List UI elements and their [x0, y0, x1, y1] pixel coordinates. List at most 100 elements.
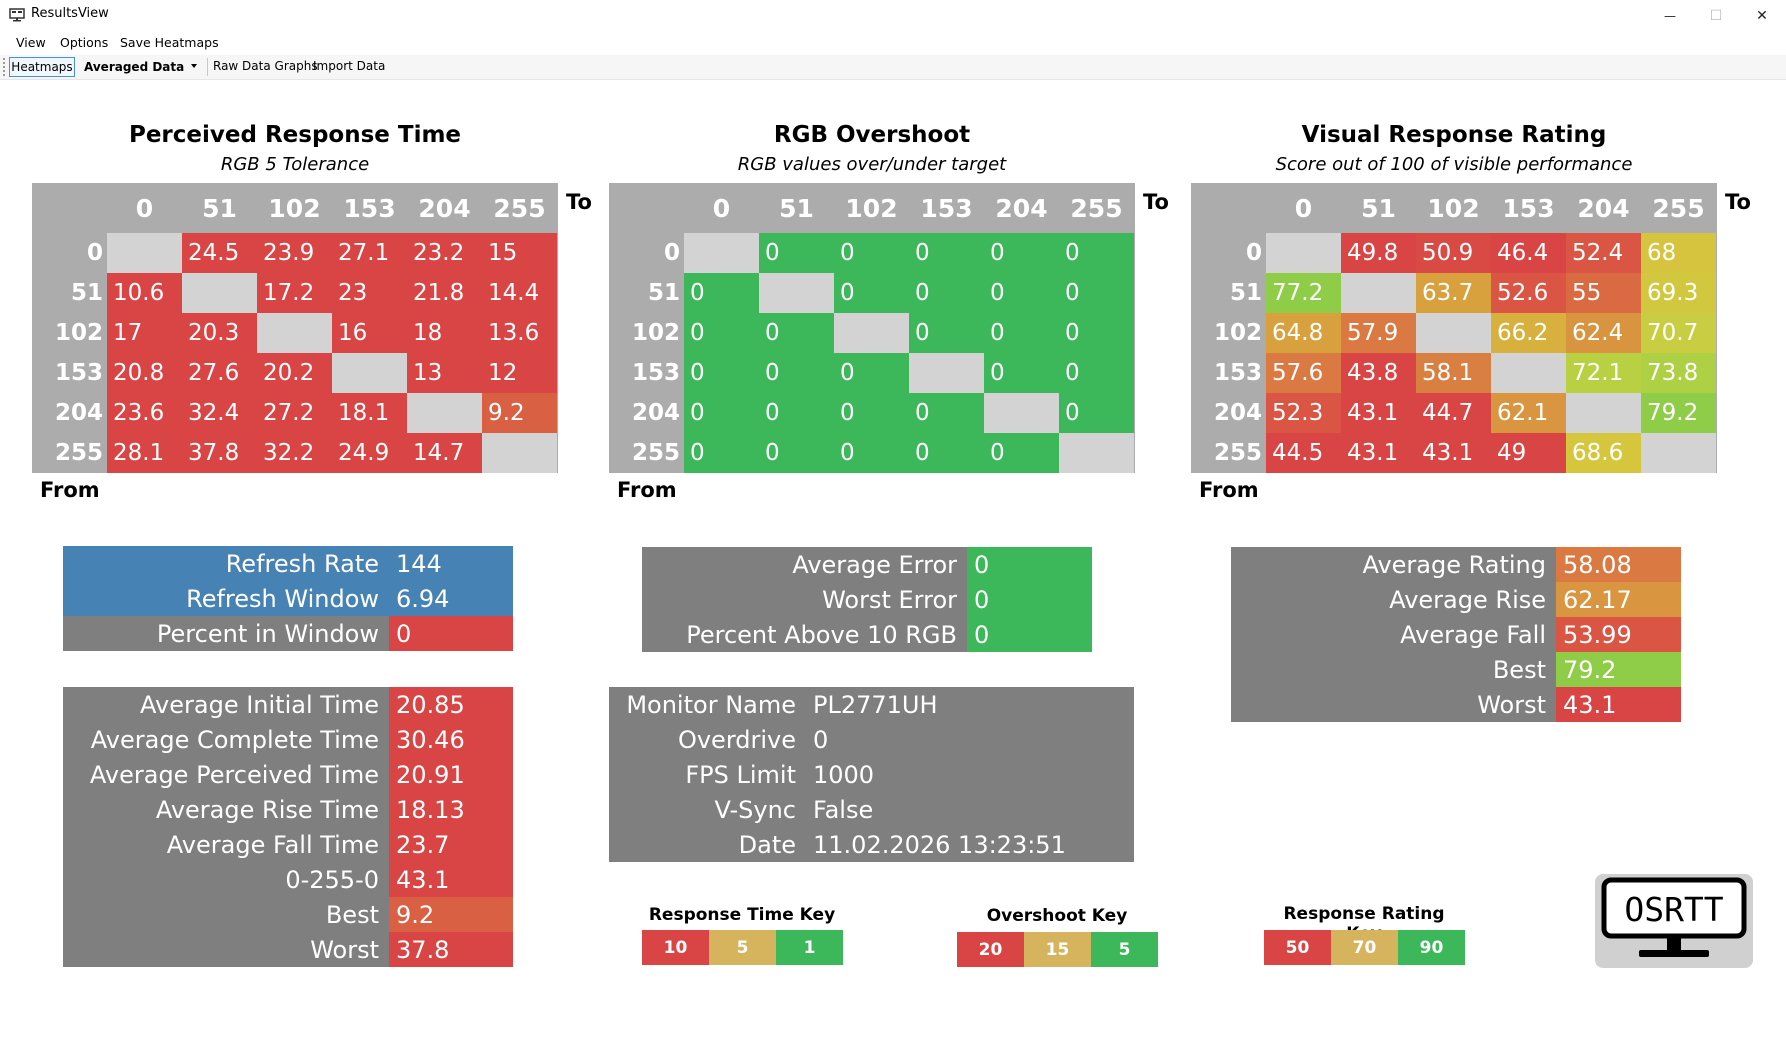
stat-value: 23.7 — [389, 827, 513, 862]
stat-value: PL2771UH — [806, 687, 1134, 722]
stat-value: 9.2 — [389, 897, 513, 932]
heatmap-cell — [984, 393, 1059, 433]
heatmap-cell: 14.7 — [407, 433, 482, 473]
heatmap-cell: 0 — [684, 273, 759, 313]
heatmap-title: RGB Overshoot — [773, 122, 971, 148]
heatmap-row-header: 204 — [631, 400, 680, 426]
raw-data-graphs-button[interactable]: Raw Data Graphs — [213, 59, 318, 73]
heatmap-cell: 63.7 — [1416, 273, 1491, 313]
heatmap-cell: 0 — [1059, 353, 1134, 393]
stat-value: 30.46 — [389, 722, 513, 757]
stat-label: Overdrive — [609, 722, 806, 757]
stat-value: 6.94 — [389, 581, 513, 616]
stat-label: Average Fall — [1231, 617, 1556, 652]
stat-label: Average Initial Time — [63, 687, 389, 722]
heatmap-column-header: 153 — [343, 193, 396, 223]
heatmap-cell — [1059, 433, 1134, 473]
menu-bar — [0, 31, 1786, 55]
heatmap-cell: 0 — [909, 233, 984, 273]
heatmap-cell: 73.8 — [1641, 353, 1716, 393]
stat-label: Best — [1231, 652, 1556, 687]
heatmap-cell: 23 — [332, 273, 407, 313]
heatmap-column-header: 51 — [779, 193, 814, 223]
key-title: Overshoot Key — [986, 906, 1128, 926]
heatmap-row-header: 255 — [54, 440, 103, 466]
heatmap-cell: 0 — [909, 433, 984, 473]
heatmap-column-header: 102 — [1427, 193, 1480, 223]
heatmap-row-header: 0 — [663, 240, 680, 266]
heatmap-column-header: 51 — [1361, 193, 1396, 223]
heatmap-cell: 20.2 — [257, 353, 332, 393]
import-data-button[interactable]: Import Data — [313, 59, 386, 73]
heatmap-cell — [1341, 273, 1416, 313]
heatmap-cell — [182, 273, 257, 313]
stat-label: FPS Limit — [609, 757, 806, 792]
heatmap-column-header: 204 — [1577, 193, 1630, 223]
heatmap-cell: 32.2 — [257, 433, 332, 473]
heatmap-cell: 43.8 — [1341, 353, 1416, 393]
heatmap-column-header: 204 — [995, 193, 1048, 223]
close-button[interactable]: ✕ — [1739, 0, 1785, 31]
heatmap-cell: 46.4 — [1491, 233, 1566, 273]
heatmap-cell: 58.1 — [1416, 353, 1491, 393]
heatmap-cell: 52.6 — [1491, 273, 1566, 313]
menu-options[interactable]: Options — [60, 35, 109, 50]
heatmap-cell: 0 — [834, 393, 909, 433]
heatmap-cell: 0 — [984, 433, 1059, 473]
stat-value: 58.08 — [1556, 547, 1681, 582]
heatmap-column-header: 102 — [845, 193, 898, 223]
heatmap-cell: 44.7 — [1416, 393, 1491, 433]
stat-label: V-Sync — [609, 792, 806, 827]
heatmap-cell: 44.5 — [1266, 433, 1341, 473]
heatmap-subtitle: RGB 5 Tolerance — [220, 154, 370, 175]
stat-label: Average Rise Time — [63, 792, 389, 827]
heatmap-cell: 57.6 — [1266, 353, 1341, 393]
menu-view[interactable]: View — [16, 35, 46, 50]
heatmap-cell: 17 — [107, 313, 182, 353]
heatmap-cell: 0 — [834, 233, 909, 273]
heatmap-cell: 24.5 — [182, 233, 257, 273]
heatmap-cell — [407, 393, 482, 433]
minimize-button[interactable]: — — [1647, 0, 1693, 31]
heatmap-cell — [834, 313, 909, 353]
heatmap-to-label: To — [1143, 190, 1169, 214]
heatmap-cell: 0 — [759, 233, 834, 273]
maximize-button[interactable]: ☐ — [1693, 0, 1739, 31]
heatmap-cell: 68 — [1641, 233, 1716, 273]
stat-value: 79.2 — [1556, 652, 1681, 687]
heatmap-cell: 62.4 — [1566, 313, 1641, 353]
view-select[interactable]: Averaged Data — [79, 57, 201, 77]
stat-label: Worst — [63, 932, 389, 967]
stat-label: Average Perceived Time — [63, 757, 389, 792]
heatmap-cell: 0 — [1059, 233, 1134, 273]
heatmap-row-header: 153 — [54, 360, 103, 386]
heatmap-cell: 20.8 — [107, 353, 182, 393]
heatmap-cell — [332, 353, 407, 393]
menu-save-heatmaps[interactable]: Save Heatmaps — [120, 35, 219, 50]
heatmap-cell: 28.1 — [107, 433, 182, 473]
stat-label: Refresh Rate — [63, 546, 389, 581]
heatmap-cell: 43.1 — [1341, 393, 1416, 433]
heatmap-cell: 37.8 — [182, 433, 257, 473]
heatmap-cell: 0 — [834, 273, 909, 313]
heatmap-cell: 0 — [684, 433, 759, 473]
heatmap-column-header: 255 — [1652, 193, 1705, 223]
heatmap-cell: 0 — [759, 393, 834, 433]
heatmap-cell: 43.1 — [1341, 433, 1416, 473]
heatmap-cell — [482, 433, 557, 473]
heatmap-cell: 13.6 — [482, 313, 557, 353]
stat-value: 43.1 — [389, 862, 513, 897]
heatmap-to-label: To — [1725, 190, 1751, 214]
close-icon: ✕ — [1756, 7, 1768, 24]
key-cell: 1 — [776, 930, 843, 965]
heatmap-column-header: 255 — [493, 193, 546, 223]
heatmap-cell — [759, 273, 834, 313]
stat-label: Average Rise — [1231, 582, 1556, 617]
heatmap-column-header: 51 — [202, 193, 237, 223]
heatmap-column-header: 0 — [712, 193, 731, 223]
key-title: Response Time Key — [648, 905, 836, 925]
heatmap-cell: 50.9 — [1416, 233, 1491, 273]
heatmap-cell — [107, 233, 182, 273]
heatmaps-button[interactable]: Heatmaps — [9, 57, 75, 77]
key-cell: 5 — [1091, 932, 1158, 967]
